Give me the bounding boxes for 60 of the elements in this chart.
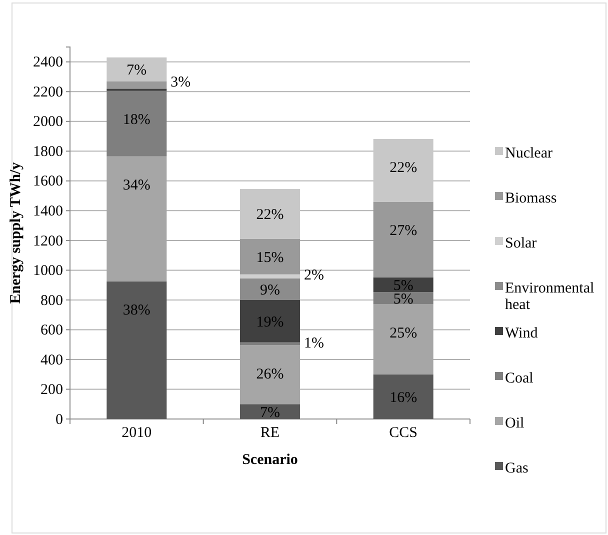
annotation: 25% [390,326,418,342]
bar [106,81,167,89]
y-tick-label: 800 [40,292,63,309]
bar [373,138,434,202]
x-tick-label: CCS [389,425,418,441]
bar [240,238,300,274]
annotation: 26% [256,366,284,382]
legend-label: Oil [505,415,524,432]
annotation: 7% [126,62,147,79]
annotation: 2% [304,268,324,284]
x-tick-label: 2010 [122,425,152,441]
annotation: 5% [393,278,414,294]
x-tick-label: RE [260,425,280,441]
bar [106,90,167,156]
bar [240,300,300,342]
annotation: 19% [256,314,284,330]
legend-label: Coal [505,370,534,386]
y-tick-label: 2400 [33,54,63,71]
y-tick-label: 1800 [33,144,63,160]
bar [373,374,434,419]
x-axis-title: Scenario [242,452,298,468]
annotation: 1% [304,336,324,352]
y-axis-title: Energy supply TWh/y [8,162,24,304]
y-tick-label: 200 [40,382,63,398]
bar [240,342,300,346]
annotation: 22% [390,160,418,176]
annotation: 22% [256,207,284,224]
annotation: 38% [122,302,150,319]
bar [106,281,167,419]
annotation: 18% [122,112,150,128]
bar [106,57,167,82]
legend-label: Wind [505,325,538,342]
annotation: 5% [393,291,414,308]
legend-label: Environmental heat [505,280,594,313]
legend-label: Gas [505,460,528,476]
y-tick-label: 1600 [33,174,63,190]
bar [373,292,434,304]
bar [240,188,300,239]
bar [240,278,300,300]
y-tick-label: 400 [40,352,63,368]
legend-label: Solar [505,235,537,252]
bar [373,202,434,278]
annotation: 9% [260,282,280,298]
bar [240,404,300,419]
annotation: 16% [390,390,418,406]
annotation: 15% [256,250,284,266]
y-tick-label: 2000 [33,114,63,130]
annotation: 3% [170,74,191,90]
bar [240,274,300,278]
legend-label: Nuclear [505,145,552,162]
y-tick-label: 1400 [33,203,63,220]
y-tick-label: 1000 [33,263,63,279]
annotation: 7% [260,404,280,421]
annotation: 34% [122,178,150,194]
y-tick-label: 600 [40,322,63,339]
y-tick-label: 0 [56,412,63,428]
y-tick-label: 2200 [33,84,63,100]
legend-label: Biomass [505,190,557,206]
y-tick-label: 1200 [33,233,63,250]
annotation: 27% [390,223,418,239]
